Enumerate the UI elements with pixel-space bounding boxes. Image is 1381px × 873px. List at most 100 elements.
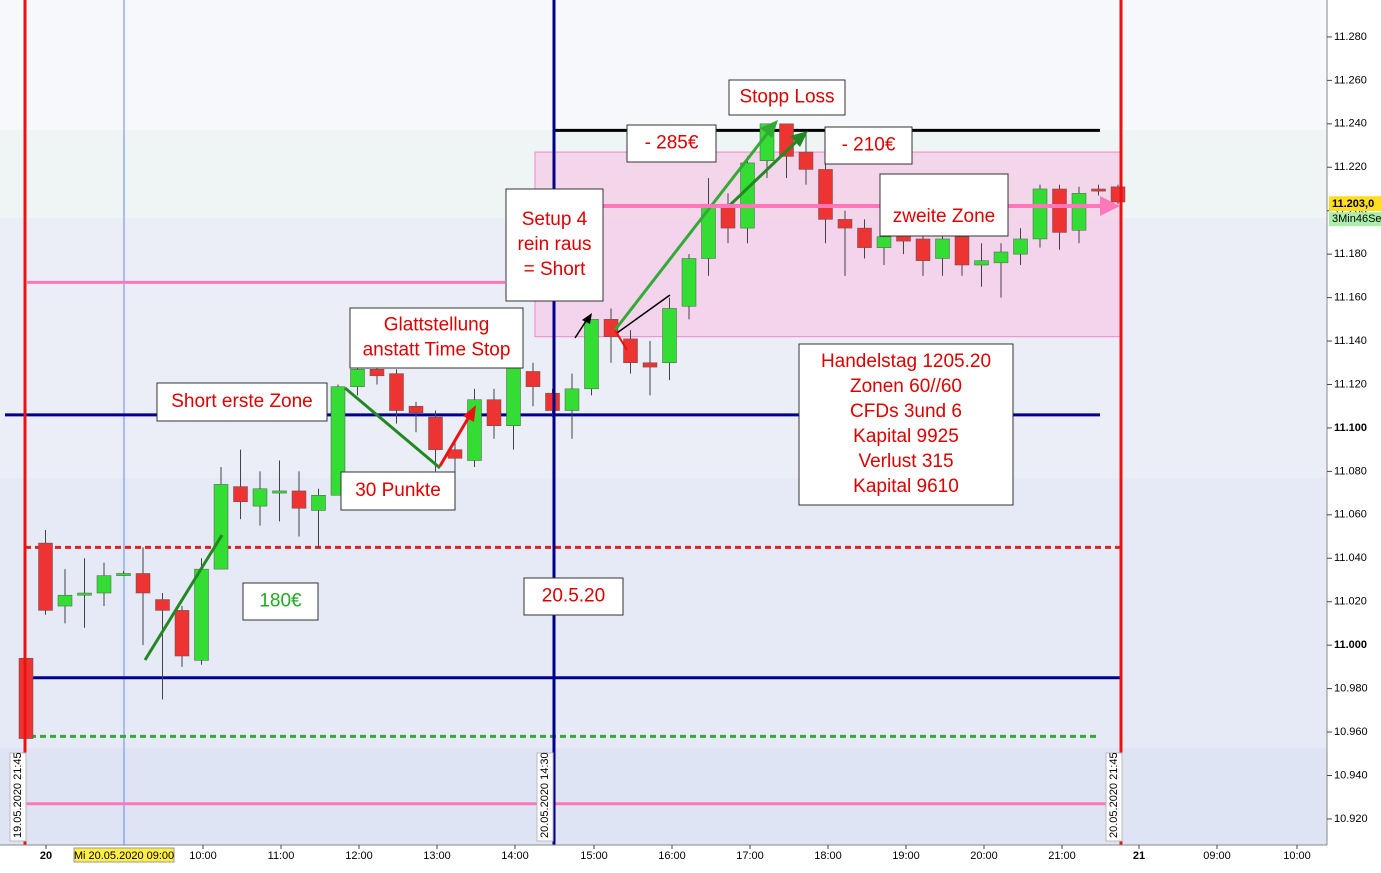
candle-body bbox=[1032, 188, 1048, 240]
candle-body bbox=[1110, 186, 1126, 203]
candle-body bbox=[740, 162, 755, 229]
arrow bbox=[613, 129, 772, 331]
candle-body bbox=[311, 495, 326, 511]
x-tick-label: 16:00 bbox=[658, 850, 686, 862]
candle-body bbox=[525, 371, 541, 387]
candle-body bbox=[623, 338, 638, 364]
candle-body bbox=[252, 488, 268, 507]
date-label: 19.05.2020 21:45 bbox=[12, 752, 24, 838]
candle-body bbox=[584, 319, 599, 390]
x-tick-label: 11:00 bbox=[268, 850, 295, 862]
candle-body bbox=[681, 258, 697, 307]
candle-body bbox=[1071, 193, 1087, 231]
x-tick-label: 15:00 bbox=[580, 850, 608, 862]
annotation-box bbox=[523, 577, 624, 616]
y-tick-label: 11.220 bbox=[1334, 161, 1367, 173]
candle-body bbox=[233, 486, 248, 503]
candle-body bbox=[993, 251, 1009, 264]
y-axis-background bbox=[1327, 0, 1381, 868]
annotation-text: - 210€ bbox=[842, 135, 896, 156]
candle-body bbox=[818, 169, 833, 220]
annotation-text: Short erste Zone bbox=[171, 391, 313, 412]
arrow bbox=[616, 294, 671, 334]
date-label-box bbox=[1105, 752, 1123, 842]
annotation-text: CFDs 3und 6 bbox=[850, 401, 962, 422]
annotation-text: = Short bbox=[524, 259, 587, 280]
candle-body bbox=[350, 369, 365, 387]
candle-body bbox=[174, 610, 190, 657]
x-tick-label: 17:00 bbox=[736, 850, 764, 862]
candle-body bbox=[38, 542, 53, 611]
timer-label: 3Min46Se bbox=[1332, 213, 1381, 225]
annotation-box bbox=[505, 188, 604, 302]
start-label-box bbox=[73, 847, 175, 863]
x-tick-label: 10:00 bbox=[1283, 850, 1311, 862]
annotation-text: rein raus bbox=[518, 234, 592, 255]
price-marker bbox=[1329, 196, 1381, 212]
candle-body bbox=[96, 575, 112, 594]
annotation-box bbox=[242, 582, 319, 621]
candle-body bbox=[954, 236, 970, 266]
x-axis-background bbox=[0, 845, 1327, 868]
annotation-box bbox=[728, 79, 846, 116]
x-tick-label: 09:00 bbox=[1203, 850, 1231, 862]
candle-body bbox=[857, 227, 872, 248]
annotation-box bbox=[626, 124, 717, 163]
candle-body bbox=[213, 484, 229, 570]
band bbox=[0, 0, 1327, 130]
candle-body bbox=[77, 592, 92, 596]
candle-body bbox=[837, 219, 853, 229]
x-tick-label: 20:00 bbox=[970, 850, 998, 862]
candle-body bbox=[369, 369, 385, 377]
candle-body bbox=[642, 362, 658, 368]
candle-body bbox=[662, 308, 677, 364]
annotation-text: 30 Punkte bbox=[355, 480, 441, 501]
x-tick-label: 18:00 bbox=[814, 850, 842, 862]
candle-body bbox=[876, 236, 892, 248]
candle-body bbox=[564, 388, 580, 411]
candle-body bbox=[935, 238, 950, 259]
date-label-box bbox=[9, 752, 27, 842]
annotation-box bbox=[798, 343, 1014, 506]
x-tick-label: 13:00 bbox=[423, 850, 451, 862]
band bbox=[0, 748, 1327, 845]
candle-body bbox=[135, 573, 151, 594]
x-tick-label: 14:00 bbox=[501, 850, 529, 862]
y-tick-label: 11.000 bbox=[1334, 639, 1367, 651]
y-tick-label: 10.980 bbox=[1334, 683, 1368, 695]
arrow bbox=[728, 138, 800, 207]
annotation-text: Stopp Loss bbox=[739, 87, 834, 108]
candle-body bbox=[428, 416, 443, 450]
annotation-text: Glattstellung bbox=[384, 315, 490, 336]
candle-body bbox=[272, 490, 287, 494]
y-tick-label: 11.020 bbox=[1334, 596, 1367, 608]
annotation-text: 180€ bbox=[259, 591, 302, 612]
candle-body bbox=[1091, 188, 1106, 192]
candle-body bbox=[330, 386, 346, 496]
y-tick-label: 11.180 bbox=[1334, 248, 1367, 260]
y-tick-label: 10.960 bbox=[1334, 726, 1368, 738]
arrow bbox=[438, 414, 472, 467]
candle-body bbox=[1013, 238, 1028, 255]
y-tick-label: 11.160 bbox=[1334, 292, 1367, 304]
candle-body bbox=[915, 238, 931, 261]
annotation-text: Verlust 315 bbox=[858, 451, 953, 472]
annotation-box bbox=[349, 307, 524, 369]
date-label: 20.05.2020 21:45 bbox=[1108, 752, 1120, 838]
date-label: 20.05.2020 14:30 bbox=[539, 752, 551, 838]
y-tick-label: 11.080 bbox=[1334, 465, 1367, 477]
annotation-text: Kapital 9610 bbox=[853, 476, 959, 497]
timer-box bbox=[1329, 212, 1381, 227]
arrowhead bbox=[1100, 196, 1120, 216]
start-label: Mi 20.05.2020 09:00 bbox=[74, 850, 174, 862]
x-tick-label: 19:00 bbox=[892, 850, 920, 862]
arrowhead bbox=[760, 120, 778, 138]
candle-body bbox=[974, 260, 989, 266]
annotation-text: Zonen 60//60 bbox=[850, 376, 962, 397]
annotation-text: - 285€ bbox=[645, 133, 699, 154]
candle-body bbox=[194, 568, 209, 661]
x-tick-label: 10:00 bbox=[189, 850, 217, 862]
annotation-text: 20.5.20 bbox=[542, 586, 605, 607]
arrows bbox=[143, 120, 1120, 661]
